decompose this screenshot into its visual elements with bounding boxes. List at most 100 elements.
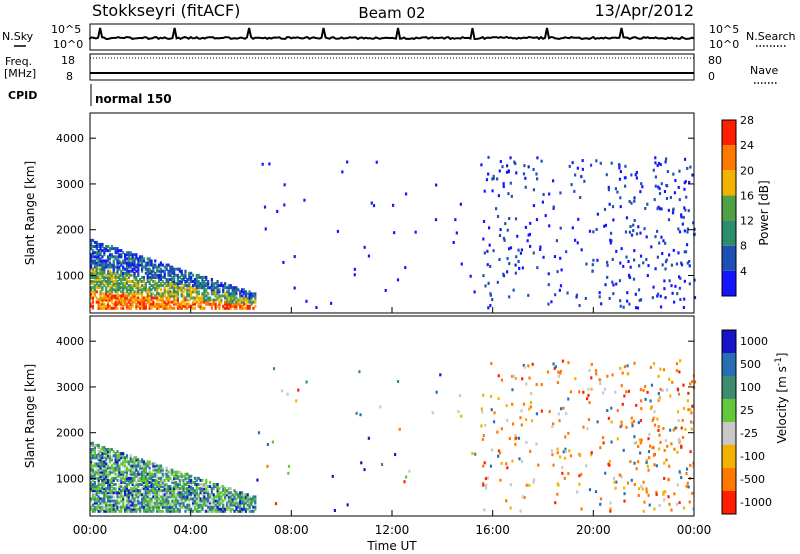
- heatmap-cell: [148, 466, 151, 470]
- heatmap-cell: [108, 280, 112, 284]
- heatmap-cell: [99, 503, 102, 507]
- heatmap-cell: [616, 409, 619, 413]
- heatmap-cell: [507, 169, 510, 173]
- heatmap-cell: [163, 271, 166, 275]
- heatmap-cell: [173, 292, 176, 296]
- heatmap-cell: [396, 278, 400, 282]
- heatmap-cell: [197, 493, 200, 497]
- heatmap-cell: [114, 249, 117, 253]
- heatmap-cell: [359, 413, 362, 417]
- heatmap-cell: [171, 489, 174, 493]
- heatmap-cell: [685, 471, 688, 475]
- heatmap-cell: [250, 497, 253, 501]
- heatmap-cell: [157, 277, 161, 281]
- heatmap-cell: [663, 448, 666, 452]
- heatmap-cell: [137, 300, 140, 304]
- heatmap-cell: [156, 483, 159, 487]
- heatmap-cell: [103, 487, 106, 491]
- heatmap-cell: [114, 277, 117, 281]
- heatmap-cell: [689, 408, 692, 412]
- heatmap-cell: [152, 487, 155, 491]
- heatmap-cell: [101, 298, 104, 302]
- heatmap-cell: [165, 282, 168, 286]
- heatmap-cell: [197, 302, 200, 306]
- heatmap-cell: [203, 306, 206, 310]
- heatmap-cell: [515, 255, 518, 259]
- heatmap-cell: [184, 304, 187, 308]
- heatmap-cell: [201, 489, 204, 493]
- heatmap-cell: [512, 374, 515, 378]
- heatmap-cell: [205, 302, 208, 306]
- heatmap-cell: [116, 302, 119, 306]
- heatmap-cell: [622, 305, 625, 309]
- heatmap-cell: [120, 273, 123, 277]
- heatmap-cell: [480, 424, 483, 428]
- heatmap-cell: [156, 474, 159, 478]
- heatmap-cell: [99, 263, 102, 267]
- heatmap-cell: [639, 254, 643, 258]
- heatmap-cell: [188, 493, 191, 497]
- heatmap-cell: [180, 505, 183, 509]
- noise-panel-frame: [89, 23, 695, 51]
- heatmap-cell: [129, 489, 132, 493]
- heatmap-cell: [248, 495, 251, 499]
- heatmap-cell: [133, 257, 136, 261]
- heatmap-cell: [460, 262, 463, 266]
- colorbar-swatch: [722, 353, 736, 376]
- heatmap-cell: [173, 302, 176, 306]
- heatmap-cell: [635, 170, 638, 174]
- heatmap-cell: [569, 454, 573, 458]
- heatmap-cell: [103, 509, 106, 513]
- heatmap-cell: [146, 485, 149, 489]
- heatmap-cell: [135, 468, 138, 472]
- heatmap-cell: [114, 251, 117, 255]
- heatmap-cell: [184, 499, 187, 503]
- heatmap-cell: [135, 509, 138, 513]
- heatmap-cell: [95, 245, 98, 249]
- heatmap-cell: [201, 493, 204, 497]
- heatmap-cell: [135, 277, 138, 281]
- heatmap-cell: [659, 294, 662, 298]
- heatmap-cell: [195, 487, 198, 491]
- heatmap-cell: [182, 294, 185, 298]
- heatmap-cell: [239, 294, 242, 298]
- heatmap-cell: [648, 456, 651, 460]
- heatmap-cell: [216, 280, 219, 284]
- heatmap-cell: [118, 284, 121, 288]
- heatmap-cell: [201, 292, 204, 296]
- heatmap-cell: [216, 282, 219, 286]
- heatmap-cell: [229, 509, 232, 513]
- heatmap-cell: [120, 509, 123, 513]
- heatmap-cell: [161, 298, 164, 302]
- heatmap-cell: [176, 499, 180, 503]
- heatmap-cell: [205, 282, 208, 286]
- heatmap-cell: [590, 451, 593, 455]
- heatmap-cell: [633, 361, 636, 365]
- heatmap-cell: [129, 280, 132, 284]
- heatmap-cell: [587, 387, 590, 391]
- heatmap-cell: [598, 295, 601, 299]
- heatmap-cell: [105, 290, 108, 294]
- heatmap-cell: [116, 263, 119, 267]
- heatmap-cell: [165, 306, 168, 310]
- heatmap-cell: [668, 279, 671, 283]
- heatmap-cell: [674, 426, 677, 430]
- heatmap-cell: [614, 390, 617, 394]
- heatmap-cell: [148, 261, 151, 265]
- heatmap-cell: [165, 507, 168, 511]
- heatmap-cell: [522, 172, 526, 176]
- heatmap-cell: [112, 280, 115, 284]
- heatmap-cell: [529, 401, 533, 405]
- heatmap-cell: [190, 290, 193, 294]
- heatmap-cell: [114, 454, 117, 458]
- heatmap-cell: [167, 485, 170, 489]
- heatmap-cell: [246, 300, 249, 304]
- heatmap-cell: [101, 487, 104, 491]
- heatmap-cell: [486, 249, 489, 253]
- heatmap-cell: [692, 465, 695, 469]
- heatmap-cell: [231, 296, 234, 300]
- heatmap-cell: [229, 491, 232, 495]
- heatmap-cell: [235, 292, 238, 296]
- heatmap-cell: [178, 478, 181, 482]
- heatmap-cell: [167, 501, 170, 505]
